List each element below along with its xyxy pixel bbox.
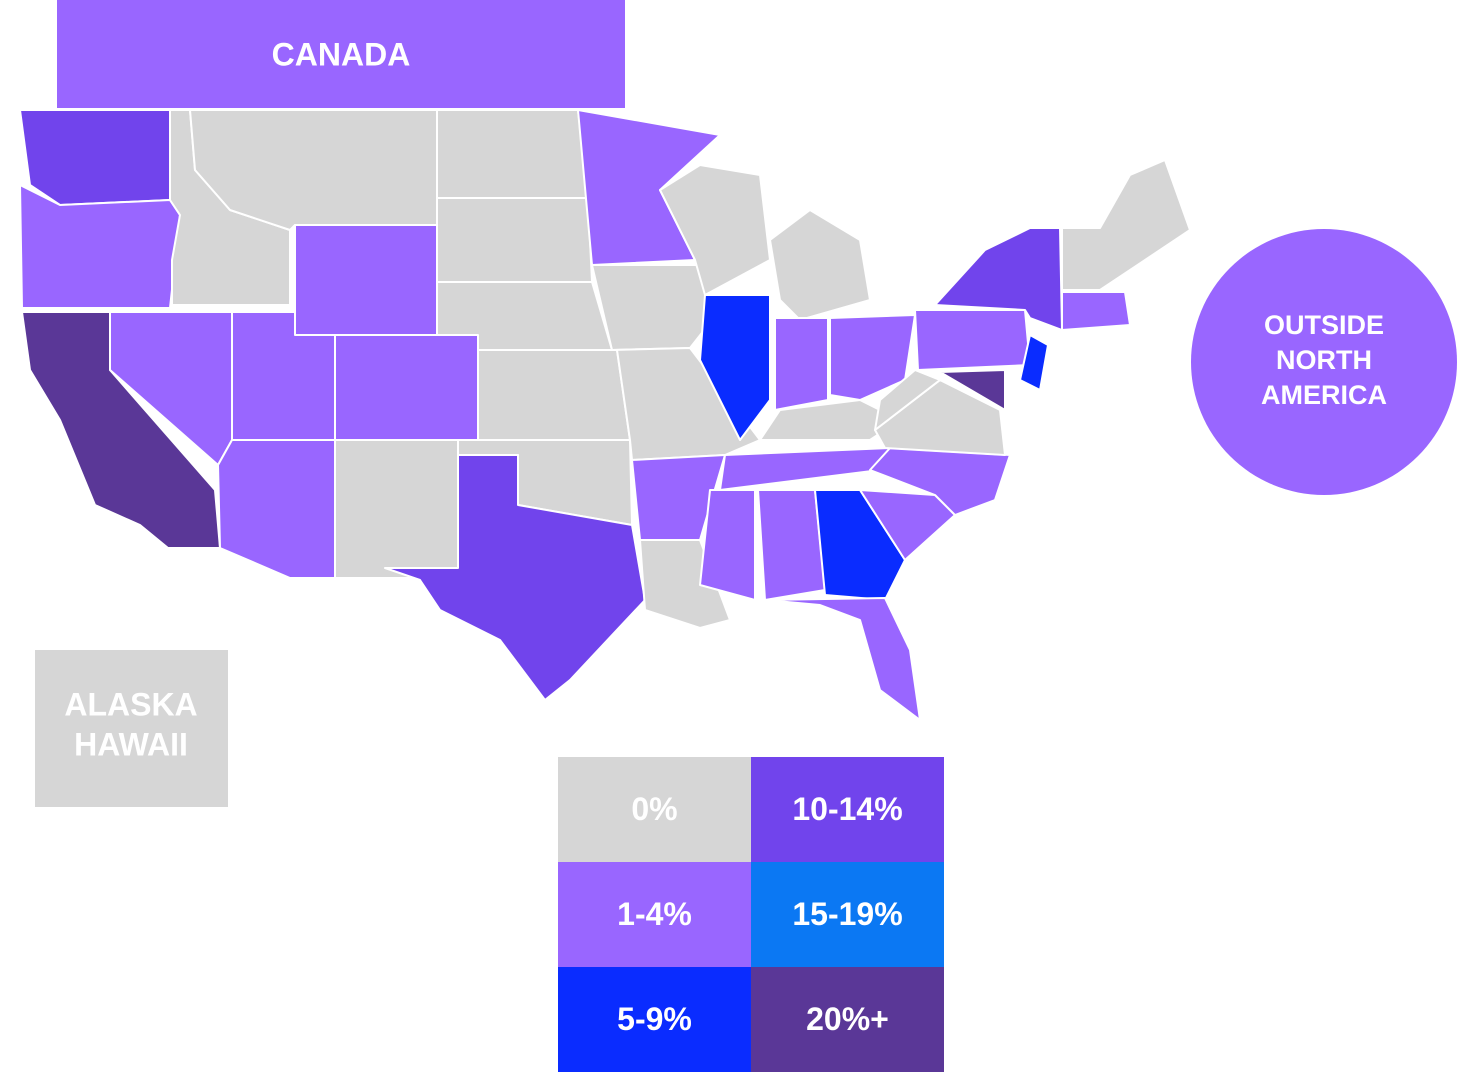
legend-swatch xyxy=(751,862,944,967)
state xyxy=(294,224,438,336)
outside-label: OUTSIDE xyxy=(1264,310,1384,340)
state xyxy=(914,309,1031,371)
legend-label: 5-9% xyxy=(617,1001,692,1037)
state xyxy=(19,184,181,309)
legend-label: 1-4% xyxy=(617,896,692,932)
regions xyxy=(35,0,1457,807)
state xyxy=(1061,159,1191,291)
legend-swatch xyxy=(751,967,944,1072)
state xyxy=(477,349,631,441)
canada-region xyxy=(57,0,625,108)
state xyxy=(334,334,479,441)
legend-swatch xyxy=(558,757,751,862)
legend: 0% 1-4% 5-9% 10-14% 15-19% 20%+ xyxy=(558,757,944,1072)
states xyxy=(19,109,1191,721)
legend-swatch xyxy=(558,862,751,967)
outside-region xyxy=(1191,229,1457,495)
state xyxy=(874,369,941,431)
outside-label: NORTH xyxy=(1276,345,1372,375)
alaska-hawaii-label: ALASKA xyxy=(64,686,197,722)
state xyxy=(769,209,871,321)
state xyxy=(829,314,916,401)
canada-label: CANADA xyxy=(272,36,411,72)
state xyxy=(774,317,829,411)
state xyxy=(764,597,921,721)
state xyxy=(217,439,336,579)
state xyxy=(19,109,171,206)
alaska-hawaii-label: HAWAII xyxy=(74,726,188,762)
state xyxy=(1061,291,1131,331)
state xyxy=(719,447,891,491)
legend-label: 15-19% xyxy=(792,896,902,932)
state xyxy=(757,489,826,601)
outside-label: AMERICA xyxy=(1261,380,1387,410)
legend-label: 20%+ xyxy=(806,1001,889,1037)
state xyxy=(814,489,906,601)
legend-label: 10-14% xyxy=(792,791,902,827)
legend-label: 0% xyxy=(631,791,677,827)
state xyxy=(591,264,713,351)
state xyxy=(384,454,646,701)
state xyxy=(939,369,1006,411)
legend-swatch xyxy=(558,967,751,1072)
alaska-hawaii-region xyxy=(35,650,228,807)
state xyxy=(659,164,771,296)
state xyxy=(334,439,459,579)
state xyxy=(436,109,589,199)
state xyxy=(699,294,771,441)
state xyxy=(869,447,1011,516)
state xyxy=(699,489,756,601)
state xyxy=(1019,334,1049,391)
state xyxy=(436,197,593,283)
legend-swatch xyxy=(751,757,944,862)
